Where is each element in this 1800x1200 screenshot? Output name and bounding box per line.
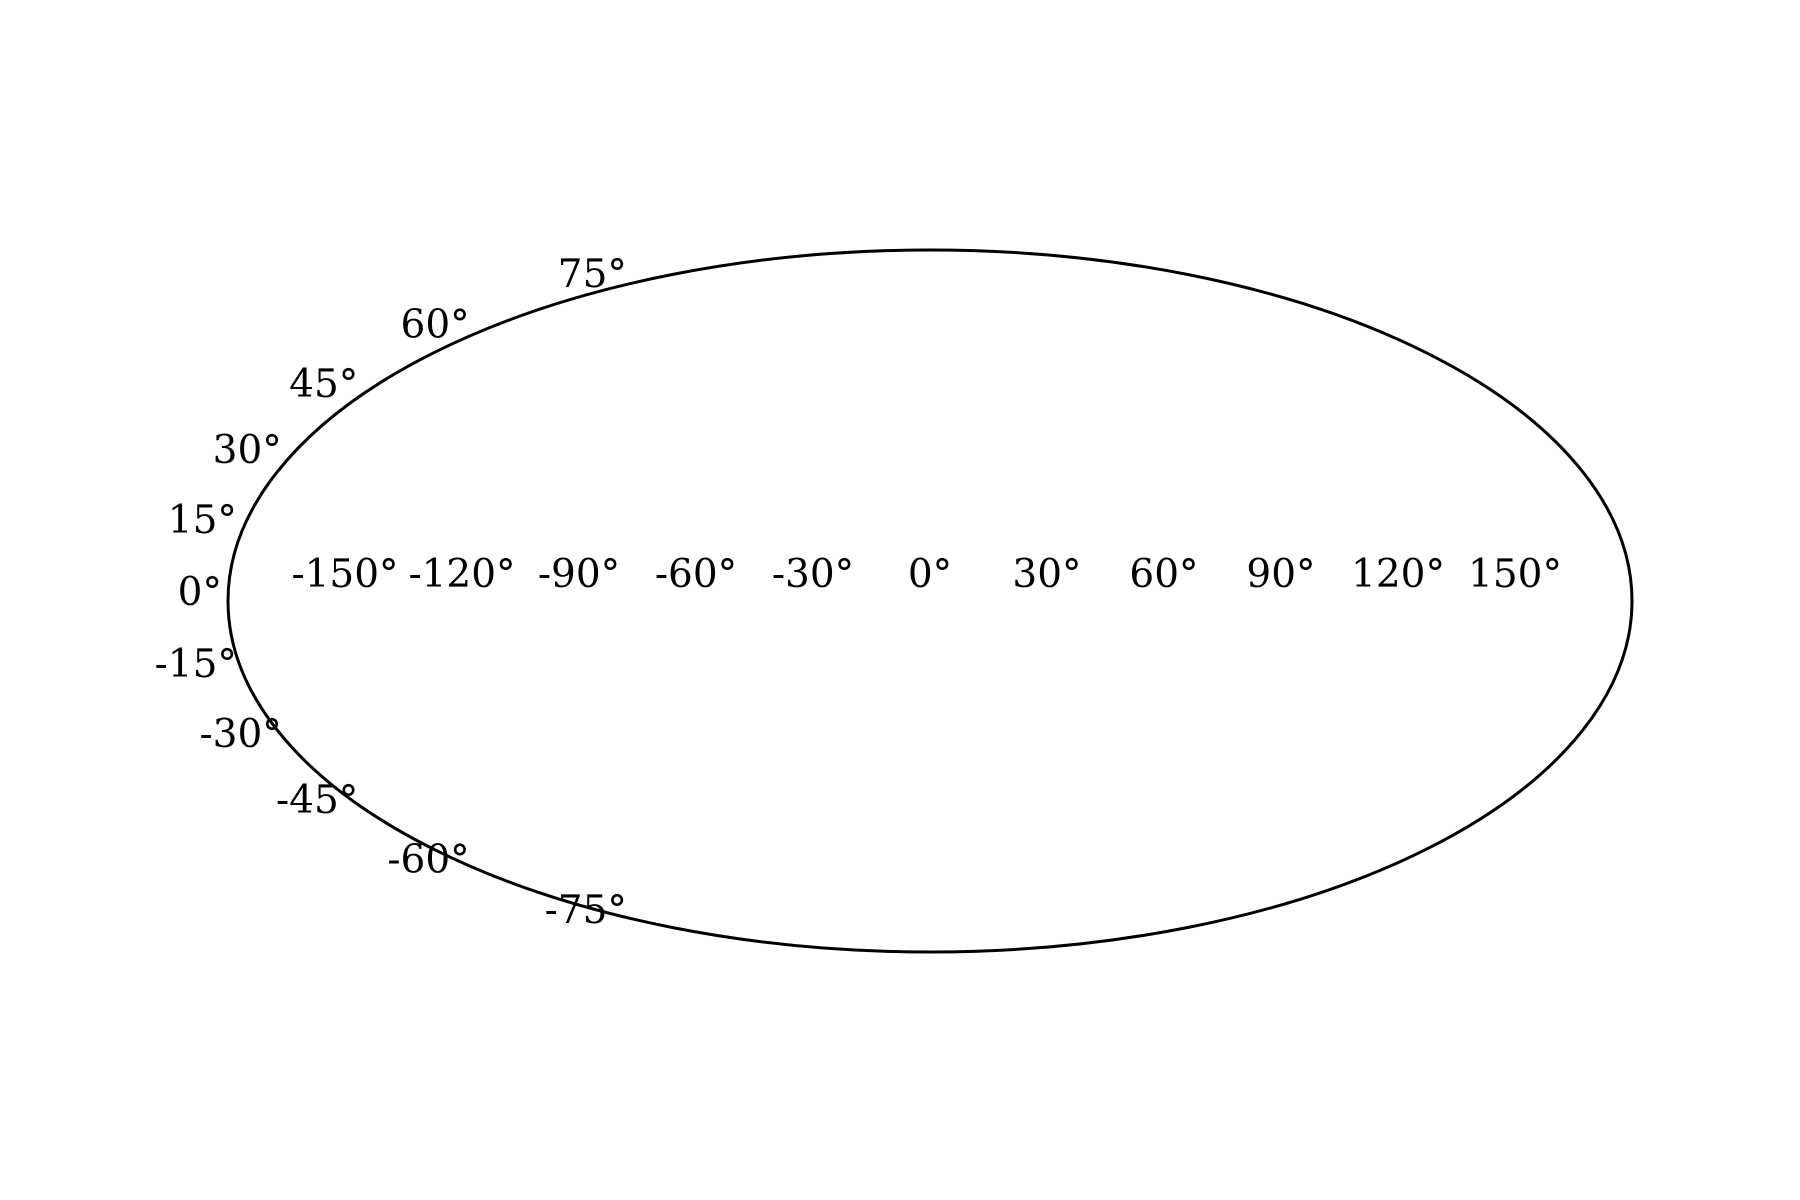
latitude-tick-label: 60° [401, 302, 470, 347]
longitude-tick-label: -60° [655, 552, 737, 597]
latitude-tick-label: 15° [168, 498, 237, 543]
latitude-tick-label: -15° [155, 642, 237, 687]
latitude-tick-label: 30° [213, 428, 282, 473]
latitude-tick-label: -60° [387, 838, 469, 883]
longitude-tick-label: 90° [1246, 552, 1315, 597]
latitude-tick-label: -45° [276, 778, 358, 823]
latitude-tick-label: -30° [199, 712, 281, 757]
longitude-tick-label: -90° [538, 552, 620, 597]
latitude-tick-labels: 75° 60° 45°30° 15° 0° -15° -30° -45° -60° -75° [155, 252, 627, 933]
latitude-tick-label: 45° [289, 362, 358, 407]
latitude-tick-label: 0° [178, 570, 222, 615]
longitude-tick-label: -120° [408, 552, 515, 597]
latitude-tick-label: 75° [558, 252, 627, 297]
longitude-tick-label: 30° [1012, 552, 1081, 597]
longitude-tick-label: 120° [1351, 552, 1445, 597]
projection-outline [226, 248, 1634, 954]
longitude-tick-label: -150° [291, 552, 398, 597]
latitude-tick-label: -75° [545, 888, 627, 933]
longitude-tick-label: 60° [1129, 552, 1198, 597]
longitude-tick-label: 0° [908, 552, 952, 597]
longitude-tick-label: -30° [772, 552, 854, 597]
longitude-tick-label: 150° [1468, 552, 1562, 597]
longitude-tick-labels: -150° -120° -90° -60° -30° 0° 30° 60° 90° 120° 150… [291, 552, 1562, 597]
